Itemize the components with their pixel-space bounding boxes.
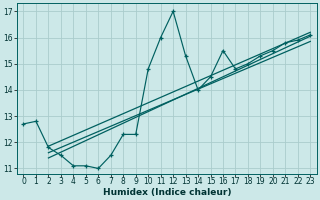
X-axis label: Humidex (Indice chaleur): Humidex (Indice chaleur)	[103, 188, 231, 197]
